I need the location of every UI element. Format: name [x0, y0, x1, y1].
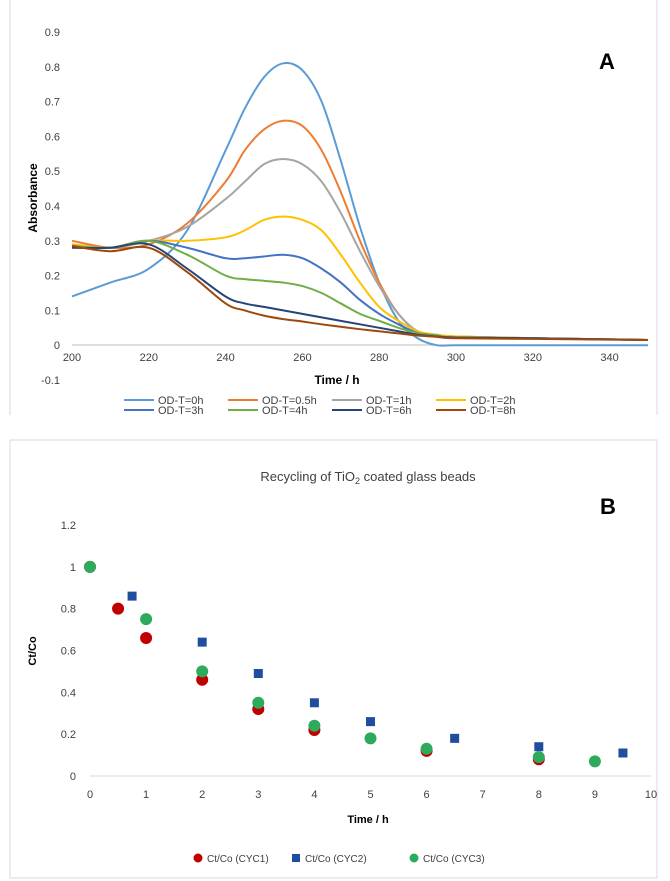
panel-a-legend-label: OD-T=1h: [366, 395, 412, 407]
panel-b-x-tick-label: 5: [367, 789, 373, 801]
panel-b-y-ticks: 0 0.2 0.4 0.6 0.8 1 1.2: [61, 520, 76, 783]
panel-a-x-tick-label: 240: [216, 352, 234, 364]
panel-b-y-tick-label: 0.8: [61, 604, 76, 616]
panel-b-y-tick-label: 0: [70, 771, 76, 783]
panel-b-x-axis-label: Time / h: [347, 814, 389, 826]
panel-a-y-tick-label: 0.6: [45, 131, 60, 143]
panel-b-title-rest: coated glass beads: [360, 469, 476, 484]
panel-a: A -0.1 0 0.1 0.2 0.3 0.4 0.5 0.6 0.7 0.8 0.9 200 22…: [9, 0, 658, 417]
panel-b-x-ticks: 0 1 2 3 4 5 6 7 8 9 10: [87, 789, 657, 801]
panel-b-legend-label: Ct/Co (CYC2): [305, 854, 367, 865]
panel-b-x-tick-label: 4: [311, 789, 317, 801]
panel-b-legend: Ct/Co (CYC1) Ct/Co (CYC2) Ct/Co (CYC3): [193, 853, 485, 865]
panel-b: Recycling of TiO2 coated glass beads B 0…: [9, 439, 658, 879]
panel-a-y-tick-label: 0.4: [45, 201, 60, 213]
panel-b-title-sub: 2: [355, 476, 360, 486]
panel-b-y-tick-label: 0.2: [61, 729, 76, 741]
panel-b-title-main: Recycling of TiO: [260, 469, 355, 484]
panel-b-x-tick-label: 0: [87, 789, 93, 801]
panel-a-x-tick-label: 280: [370, 352, 388, 364]
panel-b-legend-marker: [292, 854, 300, 862]
panel-a-x-tick-label: 340: [600, 352, 618, 364]
panel-b-point: [420, 742, 433, 755]
panel-b-point: [84, 560, 96, 573]
panel-b-point: [127, 591, 137, 601]
panel-b-frame: [9, 439, 658, 879]
panel-b-y-tick-label: 1: [70, 562, 76, 574]
panel-a-x-ticks: 200 220 240 260 280 300 320 340: [63, 352, 619, 364]
panel-b-legend-marker: [409, 853, 419, 863]
panel-b-label: B: [600, 494, 616, 519]
panel-b-point: [140, 613, 153, 626]
panel-b-point: [252, 696, 265, 709]
panel-a-x-tick-label: 260: [293, 352, 311, 364]
panel-b-x-tick-label: 3: [255, 789, 261, 801]
panel-a-legend-label: OD-T=2h: [470, 395, 516, 407]
panel-a-series-line: [71, 62, 648, 347]
panel-b-point: [366, 717, 375, 727]
panel-a-legend-label: OD-T=3h: [158, 405, 204, 417]
panel-b-point: [532, 751, 545, 764]
panel-b-x-tick-label: 8: [536, 789, 542, 801]
panel-b-x-tick-label: 7: [480, 789, 486, 801]
panel-a-y-tick-label: 0.5: [45, 166, 60, 178]
panel-a-y-tick-label: 0.3: [45, 236, 60, 248]
panel-a-series-line: [71, 215, 649, 341]
panel-a-series-line: [71, 242, 649, 341]
panel-b-x-tick-label: 1: [143, 789, 149, 801]
panel-a-y-tick-label: 0.7: [45, 97, 60, 109]
panel-a-y-axis-label: Absorbance: [26, 163, 40, 233]
panel-b-point: [140, 631, 153, 644]
panel-a-x-axis-label: Time / h: [314, 373, 359, 387]
panel-b-point: [588, 755, 601, 768]
panel-b-point: [309, 698, 319, 708]
panel-a-y-tick-label: -0.1: [41, 375, 60, 387]
panel-a-legend: OD-T=0h OD-T=0.5h OD-T=1h OD-T=2h OD-T=3h OD-…: [124, 395, 516, 417]
panel-b-point: [253, 669, 263, 679]
panel-a-label: A: [599, 49, 615, 74]
panel-a-y-ticks: -0.1 0 0.1 0.2 0.3 0.4 0.5 0.6 0.7 0.8 0.9: [41, 27, 60, 387]
panel-a-series-lines: [71, 62, 649, 347]
panel-b-point: [112, 602, 125, 615]
panel-a-y-tick-label: 0.2: [45, 271, 60, 283]
panel-a-series-line: [71, 245, 649, 341]
panel-b-points: [84, 560, 628, 768]
panel-a-legend-label: OD-T=8h: [470, 405, 516, 417]
panel-b-legend-marker: [193, 853, 203, 863]
panel-b-point: [364, 732, 377, 745]
panel-b-point: [197, 637, 207, 647]
panel-b-point: [534, 742, 544, 752]
panel-a-legend-label: OD-T=0h: [158, 395, 204, 407]
panel-a-y-tick-label: 0.1: [45, 305, 60, 317]
panel-b-point: [450, 733, 460, 743]
panel-a-series-line: [71, 119, 649, 341]
panel-b-y-tick-label: 0.4: [61, 687, 76, 699]
panel-b-point: [196, 673, 209, 686]
panel-a-x-tick-label: 300: [447, 352, 465, 364]
panel-b-legend-label: Ct/Co (CYC3): [423, 854, 485, 865]
panel-b-y-axis-label: Ct/Co: [27, 636, 39, 666]
panel-b-point: [618, 748, 628, 758]
panel-a-y-tick-label: 0: [54, 340, 60, 352]
panel-a-x-tick-label: 320: [524, 352, 542, 364]
panel-a-y-tick-label: 0.8: [45, 62, 60, 74]
panel-a-x-tick-label: 200: [63, 352, 81, 364]
panel-a-legend-label: OD-T=6h: [366, 405, 412, 417]
panel-b-point: [308, 719, 321, 732]
panel-a-legend-label: OD-T=4h: [262, 405, 308, 417]
panel-b-title: Recycling of TiO2 coated glass beads: [260, 469, 476, 486]
panel-b-y-tick-label: 0.6: [61, 646, 76, 658]
panel-b-x-tick-label: 6: [424, 789, 430, 801]
panel-b-x-tick-label: 10: [645, 789, 657, 801]
panel-a-legend-label: OD-T=0.5h: [262, 395, 317, 407]
panel-b-y-tick-label: 1.2: [61, 520, 76, 532]
panel-b-x-tick-label: 2: [199, 789, 205, 801]
panel-b-point: [196, 665, 209, 678]
panel-a-y-tick-label: 0.9: [45, 27, 60, 39]
panel-b-legend-label: Ct/Co (CYC1): [207, 854, 269, 865]
panel-b-x-tick-label: 9: [592, 789, 598, 801]
panel-a-x-tick-label: 220: [140, 352, 158, 364]
